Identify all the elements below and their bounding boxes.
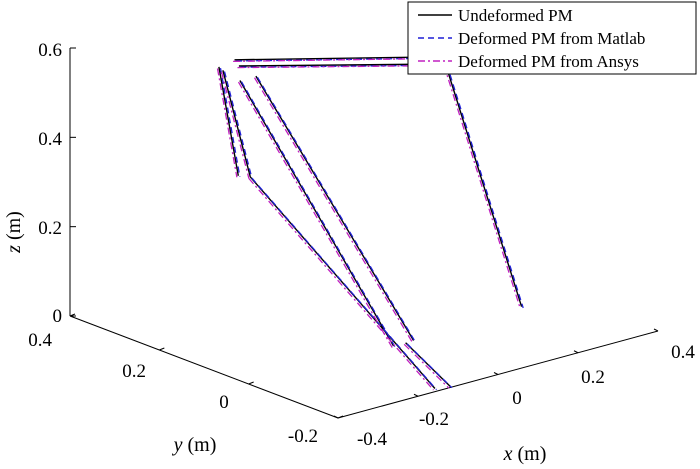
- series-0-right-leg: [444, 63, 523, 307]
- series-2-center-plate-left: [237, 81, 393, 348]
- x-tick-label: -0.4: [357, 429, 388, 450]
- y-tick-label: 0.4: [28, 330, 52, 351]
- legend-label-undeformed: Undeformed PM: [458, 6, 573, 25]
- x-axis-label: x (m): [503, 443, 547, 465]
- series-1-left-leg: [251, 177, 437, 391]
- y-tick-label: 0.2: [122, 361, 146, 382]
- series-1-right-leg: [446, 65, 524, 309]
- y-tick-labels: 0.4 0.2 0 -0.2: [28, 330, 318, 447]
- legend: Undeformed PM Deformed PM from Matlab De…: [407, 1, 697, 75]
- series-1-top-left-bar-a: [219, 67, 241, 178]
- series-1-center-plate-right: [256, 76, 416, 343]
- series-1-top-left-bar-b: [223, 71, 253, 179]
- series-1-center-plate-left: [240, 81, 396, 348]
- z-axis-label: z (m): [3, 211, 25, 254]
- series-0-center-plate-right: [255, 75, 415, 341]
- z-tick-labels: 0.6 0.4 0.2 0: [38, 40, 62, 327]
- series-2-top-left-bar-b: [220, 71, 250, 179]
- series-2-top-left-bar-a: [216, 68, 238, 178]
- x-tick: [653, 328, 659, 332]
- x-tick: [573, 350, 579, 354]
- y-tick: [159, 347, 165, 351]
- y-axis-line: [69, 315, 339, 419]
- series-2-center-plate-right: [253, 77, 413, 343]
- x-tick-label: 0.2: [581, 367, 605, 388]
- series-2-right-bar-b: [237, 64, 445, 69]
- axis-ticks: [69, 47, 659, 419]
- series-1-center-leg: [406, 343, 453, 389]
- y-tick-label: -0.2: [288, 426, 318, 447]
- x-tick: [493, 372, 499, 375]
- series-0-top-left-bar-a: [218, 66, 239, 176]
- y-tick: [248, 381, 254, 385]
- z-tick-label: 0: [53, 306, 63, 327]
- y-axis-label: y (m): [172, 434, 217, 456]
- series-2-right-leg: [443, 65, 521, 309]
- legend-label-matlab: Deformed PM from Matlab: [458, 29, 645, 48]
- x-tick-label: -0.2: [419, 409, 449, 430]
- x-tick: [333, 415, 339, 419]
- z-tick-label: 0.4: [38, 129, 62, 150]
- z-tick-label: 0.2: [38, 218, 62, 239]
- series-2-left-leg: [248, 178, 434, 391]
- series-0-center-plate-left: [239, 80, 395, 347]
- x-tick-labels: -0.4 -0.2 0 0.2 0.4: [357, 342, 695, 450]
- series-0-top-left-bar-b: [222, 70, 251, 178]
- x-tick-label: 0.4: [671, 342, 695, 363]
- x-tick-label: 0: [512, 388, 522, 409]
- legend-label-ansys: Deformed PM from Ansys: [458, 52, 639, 71]
- x-tick: [413, 393, 419, 397]
- y-tick-label: 0: [219, 392, 229, 413]
- series-2-center-leg: [403, 343, 450, 389]
- plot-lines: [216, 56, 524, 391]
- y-tick: [69, 313, 76, 317]
- z-tick-label: 0.6: [38, 40, 62, 61]
- y-tick: [337, 415, 344, 419]
- legend-box: [407, 1, 697, 75]
